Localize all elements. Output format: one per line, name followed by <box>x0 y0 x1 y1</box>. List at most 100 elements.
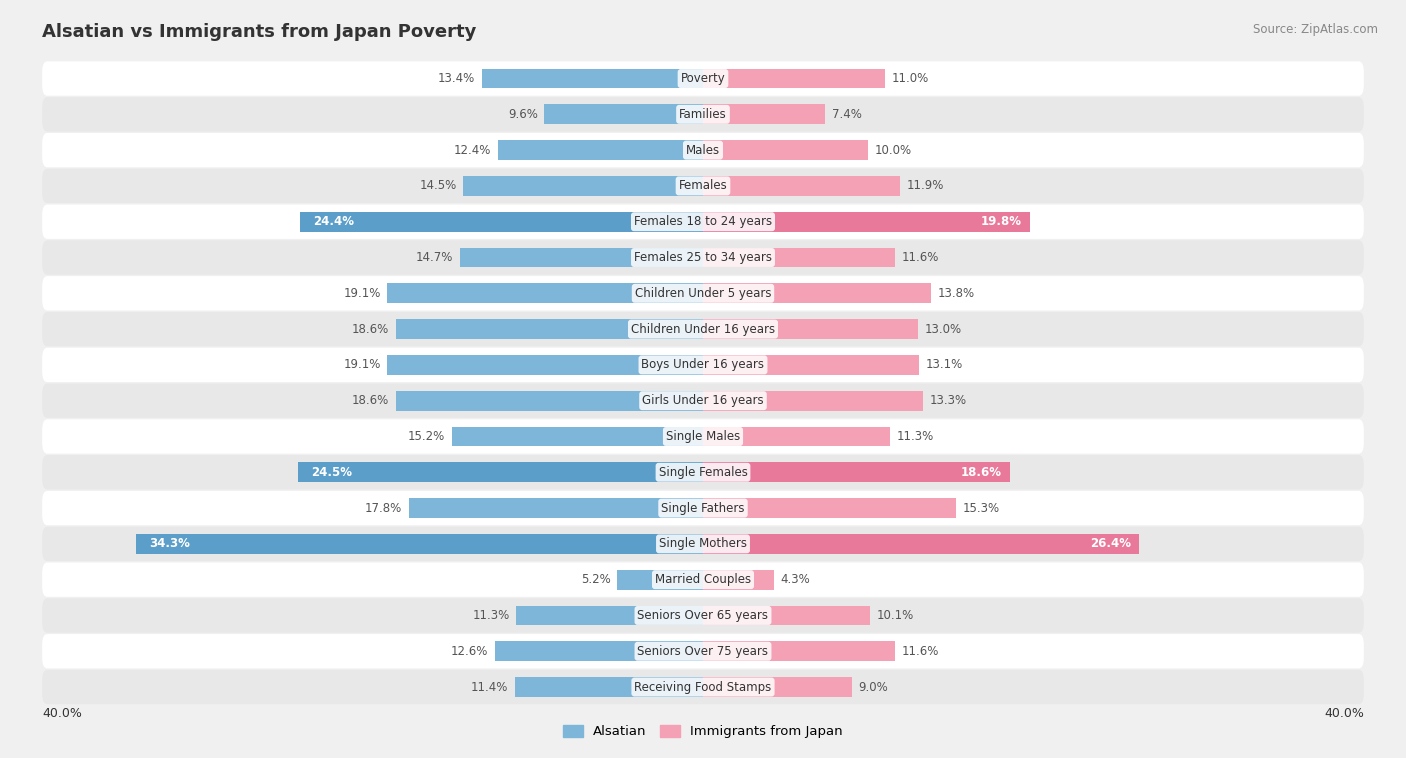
Text: Females: Females <box>679 180 727 193</box>
Bar <box>703 69 884 89</box>
Bar <box>703 427 890 446</box>
Text: Females 18 to 24 years: Females 18 to 24 years <box>634 215 772 228</box>
Text: 11.4%: 11.4% <box>471 681 508 694</box>
Text: Children Under 5 years: Children Under 5 years <box>634 287 772 300</box>
Text: 4.3%: 4.3% <box>780 573 810 586</box>
Text: 19.1%: 19.1% <box>343 359 381 371</box>
Bar <box>703 176 900 196</box>
Text: Single Fathers: Single Fathers <box>661 502 745 515</box>
Bar <box>703 462 1011 482</box>
Text: 13.8%: 13.8% <box>938 287 974 300</box>
Bar <box>388 355 703 374</box>
Text: 19.1%: 19.1% <box>343 287 381 300</box>
Text: 18.6%: 18.6% <box>352 323 389 336</box>
Bar <box>498 140 703 160</box>
Text: 13.4%: 13.4% <box>437 72 475 85</box>
Text: 14.7%: 14.7% <box>416 251 454 264</box>
Text: 14.5%: 14.5% <box>419 180 457 193</box>
FancyBboxPatch shape <box>42 169 1364 203</box>
Text: 10.0%: 10.0% <box>875 143 912 157</box>
Text: 10.1%: 10.1% <box>876 609 914 622</box>
Text: 18.6%: 18.6% <box>352 394 389 407</box>
Bar <box>703 248 894 268</box>
Bar <box>703 641 894 661</box>
Bar <box>395 391 703 411</box>
Text: 9.0%: 9.0% <box>858 681 889 694</box>
Text: 40.0%: 40.0% <box>42 707 82 720</box>
Text: Seniors Over 65 years: Seniors Over 65 years <box>637 609 769 622</box>
Text: 5.2%: 5.2% <box>581 573 610 586</box>
FancyBboxPatch shape <box>42 276 1364 311</box>
Bar <box>495 641 703 661</box>
Bar <box>703 105 825 124</box>
Text: 11.9%: 11.9% <box>907 180 943 193</box>
Text: 11.6%: 11.6% <box>901 251 939 264</box>
Text: Children Under 16 years: Children Under 16 years <box>631 323 775 336</box>
FancyBboxPatch shape <box>42 670 1364 704</box>
Bar <box>460 248 703 268</box>
FancyBboxPatch shape <box>42 312 1364 346</box>
Text: Females 25 to 34 years: Females 25 to 34 years <box>634 251 772 264</box>
Bar <box>703 534 1139 553</box>
Bar <box>298 462 703 482</box>
Text: 18.6%: 18.6% <box>962 465 1002 479</box>
Bar <box>544 105 703 124</box>
Text: Seniors Over 75 years: Seniors Over 75 years <box>637 645 769 658</box>
FancyBboxPatch shape <box>42 491 1364 525</box>
Legend: Alsatian, Immigrants from Japan: Alsatian, Immigrants from Japan <box>558 719 848 744</box>
Text: Boys Under 16 years: Boys Under 16 years <box>641 359 765 371</box>
Text: 13.0%: 13.0% <box>924 323 962 336</box>
Bar <box>703 283 931 303</box>
Text: 12.4%: 12.4% <box>454 143 492 157</box>
Text: 11.3%: 11.3% <box>472 609 510 622</box>
Bar <box>299 212 703 231</box>
Text: 11.3%: 11.3% <box>896 430 934 443</box>
Text: Single Males: Single Males <box>666 430 740 443</box>
Text: 40.0%: 40.0% <box>1324 707 1364 720</box>
Text: Males: Males <box>686 143 720 157</box>
Text: 7.4%: 7.4% <box>832 108 862 121</box>
Text: 24.5%: 24.5% <box>312 465 353 479</box>
Bar <box>703 570 775 590</box>
Text: 13.1%: 13.1% <box>927 359 963 371</box>
Text: 11.6%: 11.6% <box>901 645 939 658</box>
Bar <box>395 319 703 339</box>
Bar <box>136 534 703 553</box>
Bar <box>482 69 703 89</box>
Bar <box>515 677 703 697</box>
Bar <box>703 355 920 374</box>
Bar <box>516 606 703 625</box>
Text: Poverty: Poverty <box>681 72 725 85</box>
FancyBboxPatch shape <box>42 384 1364 418</box>
Text: Receiving Food Stamps: Receiving Food Stamps <box>634 681 772 694</box>
Text: 34.3%: 34.3% <box>149 537 190 550</box>
Text: 26.4%: 26.4% <box>1090 537 1130 550</box>
Text: 15.2%: 15.2% <box>408 430 446 443</box>
FancyBboxPatch shape <box>42 61 1364 96</box>
Bar <box>409 498 703 518</box>
FancyBboxPatch shape <box>42 598 1364 633</box>
Bar <box>617 570 703 590</box>
Bar <box>703 606 870 625</box>
Bar <box>703 140 868 160</box>
FancyBboxPatch shape <box>42 97 1364 132</box>
FancyBboxPatch shape <box>42 562 1364 597</box>
Text: Single Females: Single Females <box>658 465 748 479</box>
Text: 15.3%: 15.3% <box>962 502 1000 515</box>
FancyBboxPatch shape <box>42 348 1364 382</box>
FancyBboxPatch shape <box>42 205 1364 239</box>
Text: 24.4%: 24.4% <box>314 215 354 228</box>
FancyBboxPatch shape <box>42 240 1364 274</box>
Text: Girls Under 16 years: Girls Under 16 years <box>643 394 763 407</box>
Text: 9.6%: 9.6% <box>508 108 537 121</box>
Bar <box>703 319 918 339</box>
Text: Married Couples: Married Couples <box>655 573 751 586</box>
Text: 19.8%: 19.8% <box>981 215 1022 228</box>
FancyBboxPatch shape <box>42 133 1364 168</box>
Text: 13.3%: 13.3% <box>929 394 966 407</box>
Bar <box>703 391 922 411</box>
Text: Families: Families <box>679 108 727 121</box>
FancyBboxPatch shape <box>42 527 1364 561</box>
Text: Source: ZipAtlas.com: Source: ZipAtlas.com <box>1253 23 1378 36</box>
FancyBboxPatch shape <box>42 419 1364 453</box>
